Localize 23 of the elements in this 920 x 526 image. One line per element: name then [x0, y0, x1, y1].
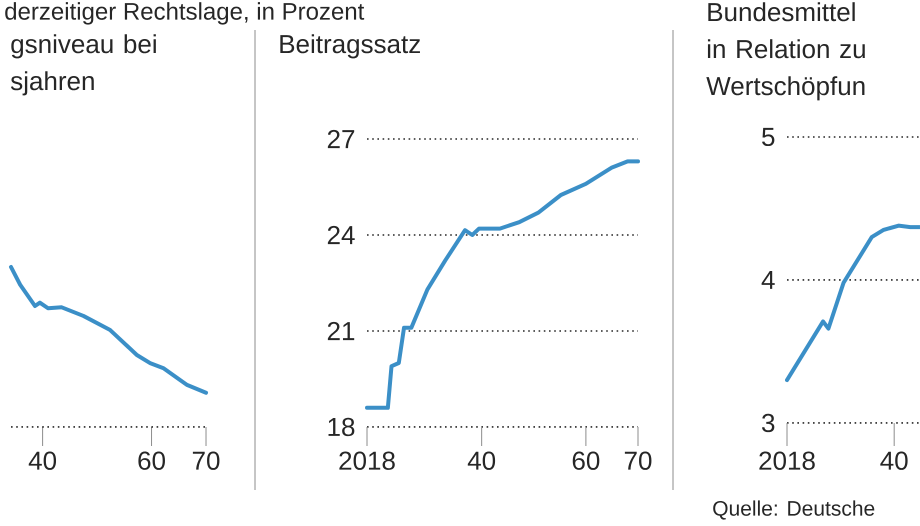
y-tick-label: 18 — [328, 418, 354, 436]
y-tick-label: 4 — [762, 271, 775, 289]
x-tick-label: 2018 — [759, 452, 815, 470]
y-tick-label: 5 — [762, 128, 774, 146]
chart-title: derzeitiger Rechtslage, in Prozent — [5, 2, 364, 25]
y-tick-label: 21 — [328, 322, 354, 340]
x-tick-label: 40 — [28, 452, 56, 470]
x-tick-label: 40 — [880, 452, 908, 470]
x-tick-label: 60 — [572, 452, 600, 470]
x-tick-label: 40 — [468, 452, 496, 470]
y-tick-label: 27 — [328, 130, 354, 148]
x-tick-label: 70 — [624, 452, 652, 470]
x-tick-label: 60 — [138, 452, 165, 470]
chart-title: Bundesmittel in Relation zu Wertschöpfun — [706, 2, 865, 100]
x-tick-label: 2018 — [339, 452, 395, 470]
source-note: Quelle: Deutsche — [713, 500, 874, 520]
x-tick-label: 70 — [192, 452, 220, 470]
y-tick-label: 3 — [762, 414, 774, 432]
chart-title: Beitragssatz — [280, 34, 420, 58]
line-series — [785, 224, 920, 382]
line-series — [365, 159, 640, 410]
chart-subtitle: gsniveau bei sjahren — [10, 34, 156, 96]
y-tick-label: 24 — [328, 226, 355, 244]
